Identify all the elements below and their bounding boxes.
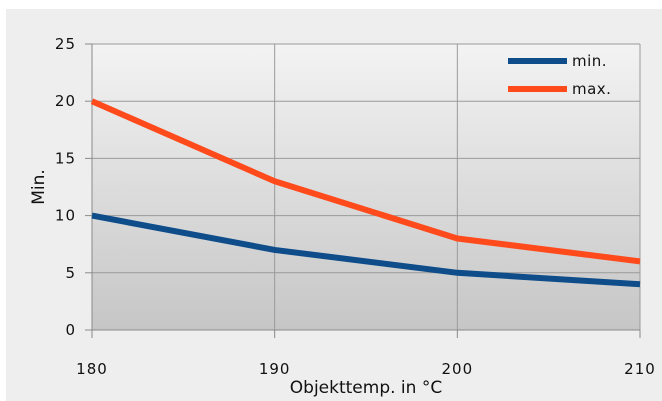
data-point [89, 213, 95, 219]
data-point [454, 270, 460, 276]
y-tick-label: 20 [55, 92, 76, 110]
axes [85, 43, 641, 338]
y-tick-label: 15 [55, 149, 76, 167]
x-tick-label: 180 [76, 360, 108, 378]
y-axis-ticks: 0 5 10 15 20 25 [55, 35, 76, 339]
data-point [272, 178, 278, 184]
data-point [272, 247, 278, 253]
y-tick-label: 10 [55, 207, 76, 225]
series-lines [89, 98, 643, 288]
data-point [89, 98, 95, 104]
legend-item: min. [508, 52, 607, 70]
legend-item: max. [508, 80, 611, 98]
y-tick-label: 25 [55, 35, 76, 53]
x-axis-title: Objekttemp. in °C [290, 378, 442, 398]
y-tick-label: 0 [65, 321, 76, 339]
series-line-min [91, 212, 641, 288]
x-axis-ticks: 180 190 200 210 [76, 360, 656, 378]
data-point [637, 281, 643, 287]
y-axis-title: Min. [29, 169, 49, 205]
legend: min. max. [508, 52, 611, 98]
data-point [454, 235, 460, 241]
x-tick-label: 200 [442, 360, 474, 378]
data-point [637, 258, 643, 264]
legend-label: min. [572, 52, 607, 70]
x-tick-label: 210 [624, 360, 656, 378]
series-line-max [90, 98, 641, 265]
x-tick-label: 190 [259, 360, 291, 378]
legend-label: max. [572, 80, 611, 98]
y-tick-label: 5 [65, 264, 76, 282]
